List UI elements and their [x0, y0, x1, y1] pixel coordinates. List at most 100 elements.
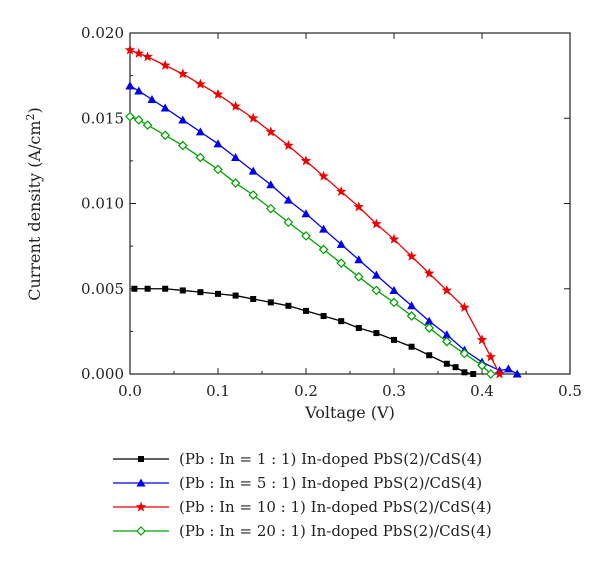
x-tick-label: 0.2 — [294, 382, 318, 400]
data-point — [283, 140, 294, 150]
y-tick-label: 0.020 — [81, 24, 124, 42]
data-point — [319, 224, 329, 233]
legend-label: (Pb : In = 10 : 1) In-doped PbS(2)/CdS(4… — [179, 498, 492, 516]
legend-item: (Pb : In = 10 : 1) In-doped PbS(2)/CdS(4… — [113, 498, 492, 516]
data-point — [231, 152, 241, 161]
data-point — [353, 271, 364, 282]
plot-frame — [129, 32, 571, 375]
series-1 — [131, 285, 477, 377]
legend-item: (Pb : In = 1 : 1) In-doped PbS(2)/CdS(4) — [113, 450, 482, 468]
data-point — [408, 343, 415, 350]
data-point — [300, 155, 312, 166]
legend-label: (Pb : In = 20 : 1) In-doped PbS(2)/CdS(4… — [179, 522, 492, 540]
series-line — [129, 49, 501, 375]
data-point — [301, 209, 311, 218]
data-point — [178, 115, 188, 124]
x-tick-label: 0.3 — [382, 382, 406, 400]
series-line — [129, 115, 492, 375]
data-point — [142, 51, 153, 62]
data-point — [197, 289, 204, 296]
data-point — [134, 86, 144, 95]
data-point — [147, 94, 157, 103]
legend-label: (Pb : In = 5 : 1) In-doped PbS(2)/CdS(4) — [179, 474, 482, 492]
data-point — [160, 103, 170, 112]
data-point — [195, 78, 206, 89]
data-point — [371, 218, 382, 229]
data-point — [179, 287, 186, 294]
data-point — [320, 313, 327, 320]
data-point — [373, 330, 380, 337]
data-point — [267, 299, 274, 306]
data-point — [230, 100, 241, 111]
data-point — [423, 267, 435, 278]
data-point — [371, 285, 382, 296]
series-3 — [124, 44, 505, 379]
y-tick-label: 0.015 — [81, 109, 124, 127]
y-axis-title-main: Current density (A/cm — [25, 120, 44, 300]
data-point — [461, 369, 468, 376]
data-point — [136, 478, 146, 487]
data-point — [133, 47, 145, 58]
data-point — [477, 360, 487, 371]
data-point — [503, 364, 513, 373]
x-tick-label: 0.1 — [206, 382, 230, 400]
data-point — [452, 364, 459, 371]
data-point — [213, 139, 223, 148]
data-point — [355, 324, 362, 331]
data-point — [177, 68, 189, 79]
data-point — [389, 297, 399, 308]
data-point — [371, 270, 381, 279]
data-point — [318, 244, 329, 255]
data-point — [136, 526, 146, 536]
data-point — [213, 164, 223, 175]
data-point — [247, 112, 259, 123]
data-point — [283, 217, 294, 228]
data-point — [230, 178, 241, 188]
data-point — [248, 190, 259, 200]
series-2 — [125, 81, 522, 378]
data-point — [162, 285, 169, 292]
data-point — [442, 330, 452, 339]
data-point — [443, 360, 450, 367]
legend-label: (Pb : In = 1 : 1) In-doped PbS(2)/CdS(4) — [179, 450, 482, 468]
data-point — [283, 195, 293, 204]
data-point — [441, 284, 453, 295]
data-point — [459, 302, 470, 312]
x-tick-label: 0.4 — [470, 382, 494, 400]
data-point — [353, 201, 365, 212]
data-point — [459, 348, 470, 359]
data-point — [389, 285, 399, 294]
x-tick-label: 0.5 — [558, 382, 582, 400]
data-point — [195, 152, 206, 163]
y-tick-label: 0.010 — [81, 195, 124, 213]
data-point — [338, 318, 345, 325]
data-point — [406, 311, 417, 321]
data-point — [248, 166, 258, 175]
data-point — [470, 371, 477, 377]
y-tick-label: 0.005 — [81, 280, 124, 298]
data-point — [303, 307, 309, 314]
data-point — [426, 352, 433, 359]
data-point — [407, 301, 417, 310]
data-point — [215, 290, 221, 297]
data-point — [133, 115, 144, 125]
data-point — [406, 250, 417, 261]
data-point — [285, 302, 292, 309]
y-axis-title-suffix: ) — [25, 107, 44, 113]
y-axis-title-sup: 2 — [24, 113, 37, 120]
data-point — [266, 180, 276, 189]
data-point — [485, 351, 497, 362]
data-point — [250, 295, 257, 302]
data-point — [159, 59, 171, 70]
data-point — [336, 258, 347, 269]
data-point — [135, 501, 147, 512]
series-line — [134, 288, 474, 375]
data-point — [494, 368, 505, 379]
data-point — [301, 231, 311, 241]
data-point — [212, 88, 224, 99]
data-point — [391, 336, 397, 343]
data-point — [441, 336, 452, 347]
data-point — [177, 140, 188, 151]
data-point — [125, 81, 135, 90]
